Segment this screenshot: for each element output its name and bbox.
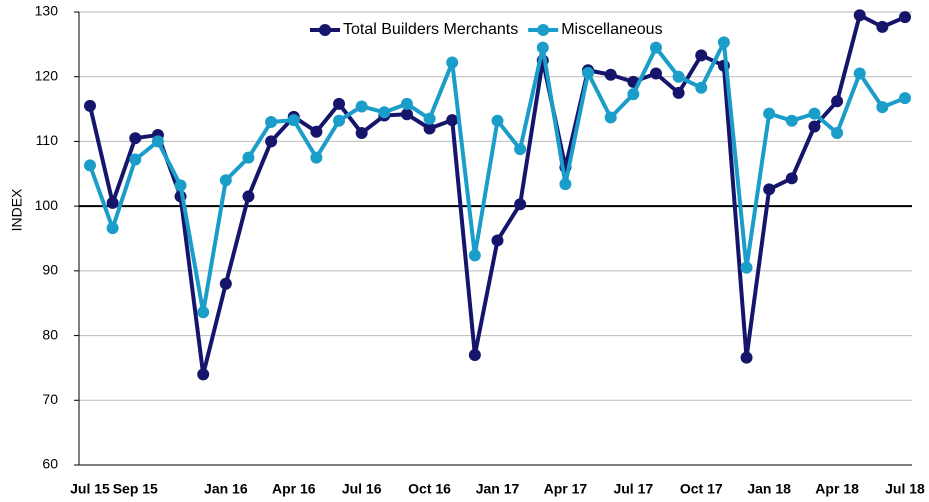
point [514,198,527,211]
point [84,99,96,112]
point [717,36,730,49]
point [151,135,164,148]
point [808,107,821,120]
point [853,9,866,22]
point [876,101,889,114]
x-tick-label: Apr 18 [815,481,859,497]
x-tick-label: Oct 16 [408,481,451,497]
point [740,351,753,364]
x-tick-label: Jul 15 [70,481,110,497]
series-line [88,40,906,315]
x-tick-label: Jan 16 [204,481,248,497]
point [831,127,844,140]
point [582,66,595,79]
point [242,190,255,203]
point [265,116,278,129]
y-tick-label: 60 [42,456,58,472]
point [536,41,549,54]
point [468,348,481,361]
x-tick-label: Jan 18 [747,481,791,497]
point [491,114,504,127]
point [333,114,346,127]
point [785,114,798,127]
point [785,172,798,185]
point [559,178,572,191]
point [649,67,662,80]
x-tick-label: Jul 17 [613,481,653,497]
point [740,261,753,274]
point [287,114,300,127]
point [129,153,142,166]
x-tick-label: Apr 16 [272,481,316,497]
point [491,234,504,247]
y-tick-label: 80 [42,326,58,342]
point [763,107,776,120]
point [604,111,617,124]
point [899,11,911,24]
x-tick-label: Oct 17 [680,481,723,497]
point [129,132,142,145]
point [763,183,776,196]
point [174,179,187,192]
point [604,68,617,81]
point [310,125,323,138]
point [695,81,708,94]
point [265,135,278,148]
point [219,277,232,290]
point [423,112,436,125]
point [333,97,346,110]
point [899,92,911,105]
x-tick-label: Jul 18 [885,481,925,497]
point [672,86,685,99]
x-tick-label: Sep 15 [113,481,158,497]
point [400,97,413,110]
point [808,120,821,133]
legend-marker [537,24,550,36]
point [400,108,413,121]
y-tick-label: 120 [35,67,59,83]
point [310,151,323,164]
point [84,159,96,172]
point [355,127,368,140]
series-line [88,13,906,377]
point [853,67,866,80]
point [423,122,436,135]
y-tick-label: 70 [42,391,58,407]
point [649,41,662,54]
point [446,114,459,127]
point [514,143,527,156]
point [627,88,640,101]
legend-label: Miscellaneous [561,21,662,38]
point [197,306,210,319]
point [106,222,119,235]
point [197,368,210,381]
point [219,174,232,187]
point [446,56,459,69]
x-tick-label: Jan 17 [476,481,520,497]
point [106,196,119,209]
legend-marker [319,24,331,36]
x-tick-label: Apr 17 [544,481,588,497]
y-tick-label: 130 [35,3,59,19]
point [378,106,391,119]
point [876,20,889,33]
y-axis-label: INDEX [9,188,25,231]
legend-label: Total Builders Merchants [343,21,518,38]
point [695,49,708,62]
y-tick-label: 90 [42,262,58,278]
y-tick-label: 110 [36,132,59,148]
point [468,249,481,262]
point [831,95,844,108]
point [242,151,255,164]
point [355,100,368,113]
y-tick-label: 100 [35,197,59,213]
x-tick-label: Jul 16 [342,481,382,497]
point [672,70,685,83]
